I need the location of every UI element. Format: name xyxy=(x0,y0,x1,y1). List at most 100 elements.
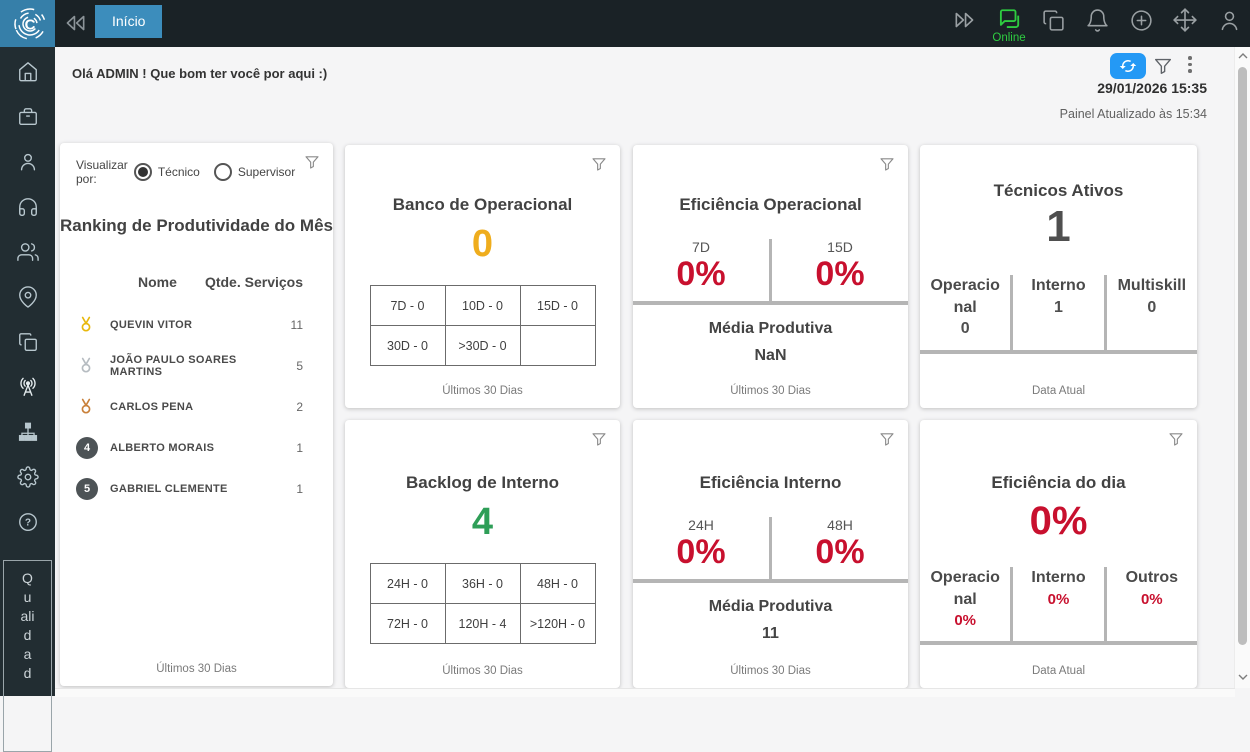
aging-cell: >120H - 0 xyxy=(519,603,596,644)
svg-text:C: C xyxy=(24,16,35,33)
card-footer: Últimos 30 Dias xyxy=(442,665,523,677)
gold-medal-icon xyxy=(76,315,110,335)
tab-inicio[interactable]: Início xyxy=(95,5,163,38)
collapse-back-icon[interactable] xyxy=(61,10,89,36)
card-filter-icon[interactable] xyxy=(878,155,896,173)
col-value: 0% xyxy=(1140,590,1163,608)
eff-label: 48H xyxy=(827,517,853,533)
col-label: Outros xyxy=(1125,569,1179,586)
radio-tecnico[interactable] xyxy=(133,163,152,181)
pages-icon[interactable] xyxy=(17,331,39,353)
scrollbar-thumb[interactable] xyxy=(1238,67,1247,645)
antenna-icon[interactable] xyxy=(17,376,39,398)
logo-c-icon: C xyxy=(13,7,46,40)
help-icon[interactable]: ? xyxy=(17,511,39,533)
panel-updated-text: Painel Atualizado às 15:34 xyxy=(1059,107,1207,121)
eff-value: 0% xyxy=(676,533,726,571)
horizontal-scrollbar[interactable] xyxy=(55,688,1235,697)
aging-cell: 36H - 0 xyxy=(444,563,521,604)
ranking-filter-icon[interactable] xyxy=(303,153,321,171)
rank-name: QUEVIN VITOR xyxy=(110,318,193,331)
eff-right: 48H 0% xyxy=(769,517,908,579)
card-title: Banco de Operacional xyxy=(392,195,573,214)
card-filter-icon[interactable] xyxy=(878,430,896,448)
fast-forward-icon[interactable] xyxy=(952,7,978,33)
header-filter-icon[interactable] xyxy=(1152,55,1174,77)
banco-total-value: 0 xyxy=(471,223,494,265)
sidebar-tab-qualidade[interactable]: Qualidad xyxy=(3,560,52,752)
headset-icon[interactable] xyxy=(17,196,39,218)
rank-qty: 5 xyxy=(296,358,303,373)
scroll-up-icon[interactable] xyxy=(1235,49,1250,63)
person-icon[interactable] xyxy=(17,151,39,173)
topbar xyxy=(0,0,1250,47)
card-eficiencia-do-dia: Eficiência do dia 0% Operacional 0% Inte… xyxy=(920,420,1197,688)
rank-qty: 11 xyxy=(290,317,303,332)
visualizar-por-row: Visualizar por: Técnico Supervisor xyxy=(60,143,333,186)
tecnicos-total-value: 1 xyxy=(1046,202,1071,251)
table-row: CARLOS PENA 2 xyxy=(60,386,333,427)
plus-circle-icon[interactable] xyxy=(1128,7,1154,33)
card-footer: Últimos 30 Dias xyxy=(442,385,523,397)
card-eficiencia-interno: Eficiência Interno 24H 0% 48H 0% Média P… xyxy=(633,420,908,688)
bell-icon[interactable] xyxy=(1084,7,1110,33)
copy-icon[interactable] xyxy=(1040,7,1066,33)
eff-left: 7D 0% xyxy=(633,239,769,301)
panel-datetime: 29/01/2026 15:35 xyxy=(1097,80,1207,96)
radio-supervisor[interactable] xyxy=(213,163,232,181)
card-title: Backlog de Interno xyxy=(405,473,560,492)
briefcase-icon[interactable] xyxy=(17,106,39,128)
card-filter-icon[interactable] xyxy=(1167,430,1185,448)
col-interno: Interno 1 xyxy=(1010,275,1103,351)
scroll-down-icon[interactable] xyxy=(1235,670,1250,684)
eff-label: 7D xyxy=(692,239,710,255)
radio-tecnico-label[interactable]: Técnico xyxy=(157,165,200,179)
sitemap-icon[interactable] xyxy=(17,421,39,443)
col-label: Multiskill xyxy=(1117,277,1187,294)
rank-badge: 4 xyxy=(76,436,98,459)
aging-cell: 7D - 0 xyxy=(369,285,446,326)
sidebar: ? Qualidad xyxy=(0,47,55,752)
rank-name: JOÃO PAULO SOARES MARTINS xyxy=(110,353,237,378)
aging-cell: 15D - 0 xyxy=(519,285,596,326)
kebab-menu-icon[interactable] xyxy=(1184,56,1196,76)
location-pin-icon[interactable] xyxy=(17,286,39,308)
col-value: 0 xyxy=(960,320,970,338)
card-filter-icon[interactable] xyxy=(590,430,608,448)
aging-cell xyxy=(519,325,596,366)
col-label: Interno xyxy=(1031,569,1086,586)
home-icon[interactable] xyxy=(17,61,39,83)
settings-gear-icon[interactable] xyxy=(16,466,39,488)
rank-qty: 2 xyxy=(296,399,303,414)
media-produtiva-value: 11 xyxy=(762,625,779,642)
radio-supervisor-label[interactable]: Supervisor xyxy=(237,165,296,179)
card-title: Eficiência Interno xyxy=(699,473,842,492)
user-icon[interactable] xyxy=(1216,7,1242,33)
team-icon[interactable] xyxy=(16,241,39,263)
table-row: 4 ALBERTO MORAIS 1 xyxy=(60,427,333,468)
card-eficiencia-operacional: Eficiência Operacional 7D 0% 15D 0% Médi… xyxy=(633,145,908,408)
aging-cell: 72H - 0 xyxy=(369,603,446,644)
eff-value: 0% xyxy=(676,255,726,293)
backlog-total-value: 4 xyxy=(471,501,494,543)
refresh-button[interactable] xyxy=(1110,53,1146,79)
col-value: 1 xyxy=(1054,298,1063,316)
app-logo: C xyxy=(0,0,55,47)
vertical-scrollbar[interactable] xyxy=(1234,47,1250,688)
table-row: JOÃO PAULO SOARES MARTINS 5 xyxy=(60,345,333,386)
col-label: Interno xyxy=(1031,277,1086,294)
move-icon[interactable] xyxy=(1172,7,1198,33)
chat-online-icon[interactable]: Online xyxy=(992,7,1026,44)
eff-left: 24H 0% xyxy=(633,517,769,579)
eficiencia-dia-value: 0% xyxy=(1029,499,1088,543)
col-multiskill: Multiskill 0 xyxy=(1103,275,1197,351)
card-filter-icon[interactable] xyxy=(590,155,608,173)
eff-value: 0% xyxy=(815,255,865,293)
rank-qty: 1 xyxy=(296,481,303,496)
greeting-text: Olá ADMIN ! Que bom ter você por aqui :) xyxy=(72,66,328,81)
table-row: QUEVIN VITOR 11 xyxy=(60,304,333,345)
ranking-header-row: Nome Qtde. Serviços xyxy=(60,274,333,290)
rank-name: GABRIEL CLEMENTE xyxy=(110,482,228,495)
media-produtiva-value: NaN xyxy=(754,347,787,364)
topbar-actions: Online xyxy=(952,7,1242,44)
